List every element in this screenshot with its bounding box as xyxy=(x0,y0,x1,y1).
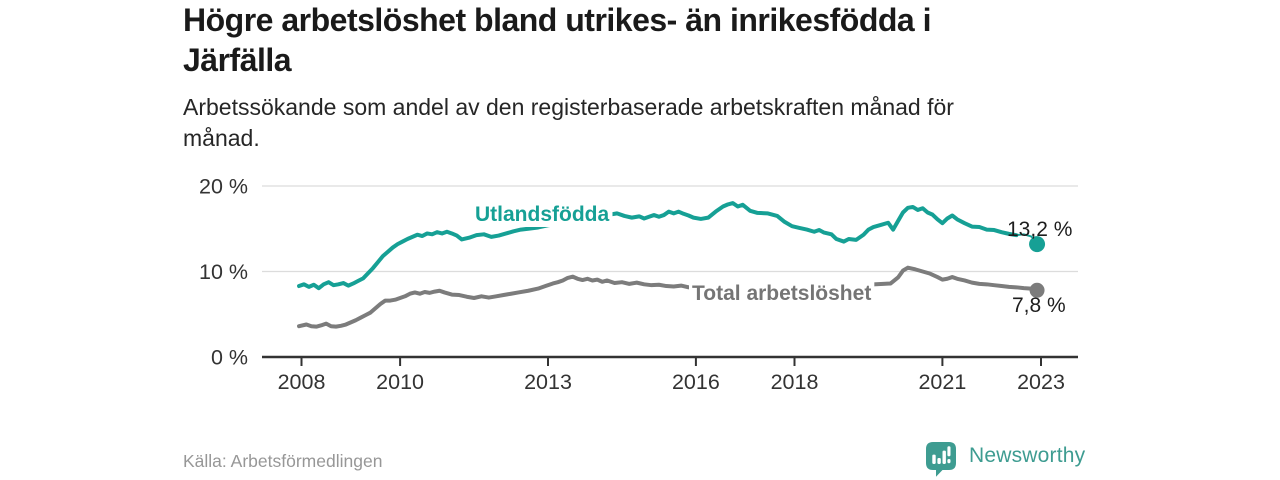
x-tick-label: 2018 xyxy=(771,370,819,394)
x-tick-label: 2021 xyxy=(918,370,966,394)
source-note: Källa: Arbetsförmedlingen xyxy=(183,451,383,471)
bar-1 xyxy=(932,454,936,464)
end-value-label-utlandsf-dda: 13,2 % xyxy=(1007,218,1072,241)
exclamation-bar xyxy=(947,446,951,457)
y-tick-label: 0 % xyxy=(211,346,248,370)
bar-3 xyxy=(942,450,946,464)
page-title: Högre arbetslöshet bland utrikes- än inr… xyxy=(183,0,932,80)
end-value-label-total-arbetsl-shet: 7,8 % xyxy=(1012,294,1066,317)
y-tick-label: 10 % xyxy=(199,260,248,284)
line-utlandsf-dda xyxy=(297,201,1019,291)
y-tick-label: 20 % xyxy=(199,175,248,199)
x-tick-label: 2008 xyxy=(278,370,326,394)
bar-2 xyxy=(937,458,941,464)
series-label-total-arbetsl-shet: Total arbetslöshet xyxy=(692,282,871,305)
series-label-utlandsf-dda: Utlandsfödda xyxy=(475,203,609,226)
title-line-1: Högre arbetslöshet bland utrikes- än inr… xyxy=(183,2,932,38)
x-tick-label: 2023 xyxy=(1017,370,1065,394)
series-label-mask xyxy=(689,281,875,306)
subtitle-line-1: Arbetssökande som andel av den registerb… xyxy=(183,94,954,120)
x-tick-label: 2013 xyxy=(524,370,572,394)
x-tick-label: 2010 xyxy=(376,370,424,394)
newsworthy-logo: Newsworthy xyxy=(926,442,1085,478)
subtitle-line-2: månad. xyxy=(183,125,260,151)
speech-bubble-bar-chart-icon xyxy=(926,442,956,477)
x-tick-label: 2016 xyxy=(672,370,720,394)
chart-subtitle: Arbetssökande som andel av den registerb… xyxy=(183,92,954,154)
title-line-2: Järfälla xyxy=(183,42,292,78)
end-dot-total-arbetsl-shet xyxy=(1029,282,1045,298)
line-total-arbetsl-shet xyxy=(297,265,1038,329)
exclamation-dot xyxy=(947,459,951,464)
end-dot-utlandsf-dda xyxy=(1029,236,1046,253)
series-label-mask xyxy=(472,202,613,227)
brand-name: Newsworthy xyxy=(969,444,1086,467)
